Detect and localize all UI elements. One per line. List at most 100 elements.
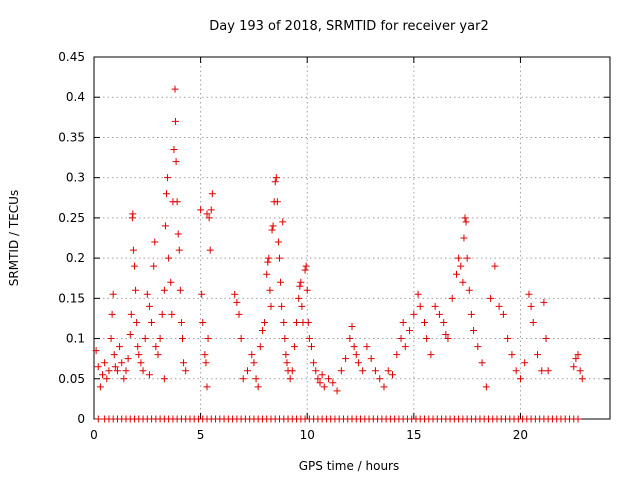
data-point [389,371,397,379]
data-point [487,294,495,302]
data-point [197,206,205,214]
data-point [401,343,409,351]
data-point [376,375,384,383]
data-point [143,290,151,298]
data-point [131,262,139,270]
data-point [525,290,533,298]
data-point [286,375,294,383]
data-point [516,375,524,383]
data-point [371,367,379,375]
data-point [116,343,124,351]
data-point [457,262,465,270]
data-point [256,343,264,351]
data-point [301,266,309,274]
data-point [172,158,180,166]
data-point [455,254,463,262]
data-point [337,367,345,375]
x-tick-label: 10 [300,428,315,442]
y-tick-label: 0.15 [58,291,85,305]
data-point [435,310,443,318]
data-point [527,302,535,310]
data-point [108,310,116,318]
data-point [170,146,178,154]
data-point [111,363,119,371]
data-point [570,363,578,371]
data-point [508,351,516,359]
data-point [201,351,209,359]
chart-title: Day 193 of 2018, SRMTID for receiver yar… [209,19,488,34]
data-point [440,318,448,326]
data-point [312,367,320,375]
data-point [304,318,312,326]
data-point [406,327,414,335]
data-point [268,226,276,234]
data-point [277,278,285,286]
data-point [512,367,520,375]
data-point [96,383,104,391]
data-point [333,387,341,395]
data-point [120,375,128,383]
plot-frame [93,56,611,420]
axis-ticks: 0 0.05 0.1 0.15 0.2 0.25 0.3 0.35 0.4 0.45 0 5 10 15 2… [58,50,610,442]
data-point [180,359,188,367]
data-point [135,351,143,359]
data-point [538,367,546,375]
data-point [352,351,360,359]
data-point [160,286,168,294]
data-point [182,367,190,375]
data-point [459,278,467,286]
data-point [161,222,169,230]
data-point [448,294,456,302]
data-point [410,310,418,318]
data-point [237,335,245,343]
data-point [122,367,130,375]
data-point [171,117,179,125]
data-point [576,367,584,375]
data-point [94,415,102,423]
data-point [296,282,304,290]
data-point [160,375,168,383]
data-point [168,310,176,318]
data-point [174,230,182,238]
data-point [203,383,211,391]
data-point [158,310,166,318]
data-point [399,318,407,326]
data-point [574,415,582,423]
data-point [107,335,115,343]
y-tick-label: 0.25 [58,211,85,225]
data-point [320,383,328,391]
data-point [318,371,326,379]
data-point [92,347,100,355]
data-point [521,359,529,367]
data-point [504,335,512,343]
data-point [264,258,272,266]
data-point [298,302,306,310]
data-point [177,318,185,326]
data-point [281,335,289,343]
data-point [113,367,121,375]
grid [94,57,610,419]
data-point [462,218,470,226]
data-point [176,286,184,294]
data-point [124,355,132,363]
x-tick-label: 15 [406,428,421,442]
data-point [529,318,537,326]
data-point [118,359,126,367]
data-points [92,85,586,423]
data-point [132,286,140,294]
data-point [278,302,286,310]
data-point [314,375,322,383]
data-point [283,359,291,367]
data-point [578,375,586,383]
data-point [282,351,290,359]
data-point [452,270,460,278]
data-point [254,383,262,391]
data-point [103,375,111,383]
data-point [173,198,181,206]
data-point [499,310,507,318]
data-point [199,318,207,326]
y-axis-label: SRMTID / TECUs [7,190,21,286]
data-point [233,298,241,306]
data-point [290,343,298,351]
